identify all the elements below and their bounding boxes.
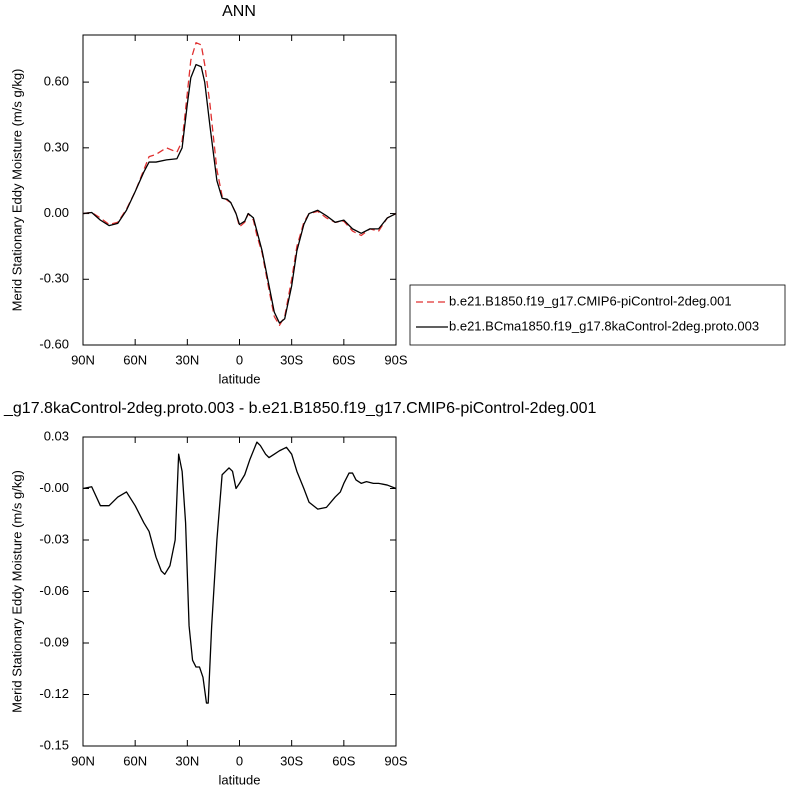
data-line <box>82 441 397 704</box>
x-tick-label: 0 <box>236 753 243 768</box>
data-line <box>82 63 397 324</box>
y-tick-label: -0.00 <box>39 480 69 495</box>
y-tick-label: -0.03 <box>39 531 69 546</box>
y-tick-label: 0.03 <box>44 428 69 443</box>
y-tick-label: -0.15 <box>39 737 69 752</box>
y-tick-label: 0.60 <box>44 74 69 89</box>
y-tick-label: -0.30 <box>39 271 69 286</box>
legend-box <box>409 284 786 346</box>
legend-label: b.e21.B1850.f19_g17.CMIP6-piControl-2deg… <box>449 293 732 308</box>
y-tick-label: -0.60 <box>39 336 69 351</box>
x-tick-label: 30N <box>175 753 199 768</box>
chart-title: _g17.8kaControl-2deg.proto.003 - b.e21.B… <box>3 400 597 417</box>
y-tick-label: 0.00 <box>44 205 69 220</box>
x-tick-label: 0 <box>236 352 243 367</box>
x-tick-label: 90S <box>384 352 407 367</box>
x-tick-label: 30N <box>175 352 199 367</box>
y-tick-label: -0.09 <box>39 634 69 649</box>
y-axis-label: Merid Stationary Eddy Moisture (m/s g/kg… <box>9 69 24 312</box>
x-tick-label: 90N <box>71 753 95 768</box>
x-tick-label: 60N <box>123 753 147 768</box>
y-tick-label: 0.30 <box>44 139 69 154</box>
plot-frame <box>82 34 397 346</box>
data-line <box>82 42 397 326</box>
chart-title: ANN <box>222 3 256 20</box>
x-axis-label: latitude <box>219 371 261 386</box>
x-axis-label: latitude <box>219 772 261 787</box>
x-tick-label: 30S <box>280 352 303 367</box>
y-axis-label: Merid Stationary Eddy Moisture (m/s g/kg… <box>9 470 24 713</box>
y-tick-label: -0.12 <box>39 686 69 701</box>
x-tick-label: 30S <box>280 753 303 768</box>
x-tick-label: 90N <box>71 352 95 367</box>
y-tick-label: -0.06 <box>39 583 69 598</box>
x-tick-label: 60N <box>123 352 147 367</box>
x-tick-label: 90S <box>384 753 407 768</box>
legend-label: b.e21.BCma1850.f19_g17.8kaControl-2deg.p… <box>449 318 759 333</box>
x-tick-label: 60S <box>332 753 355 768</box>
x-tick-label: 60S <box>332 352 355 367</box>
